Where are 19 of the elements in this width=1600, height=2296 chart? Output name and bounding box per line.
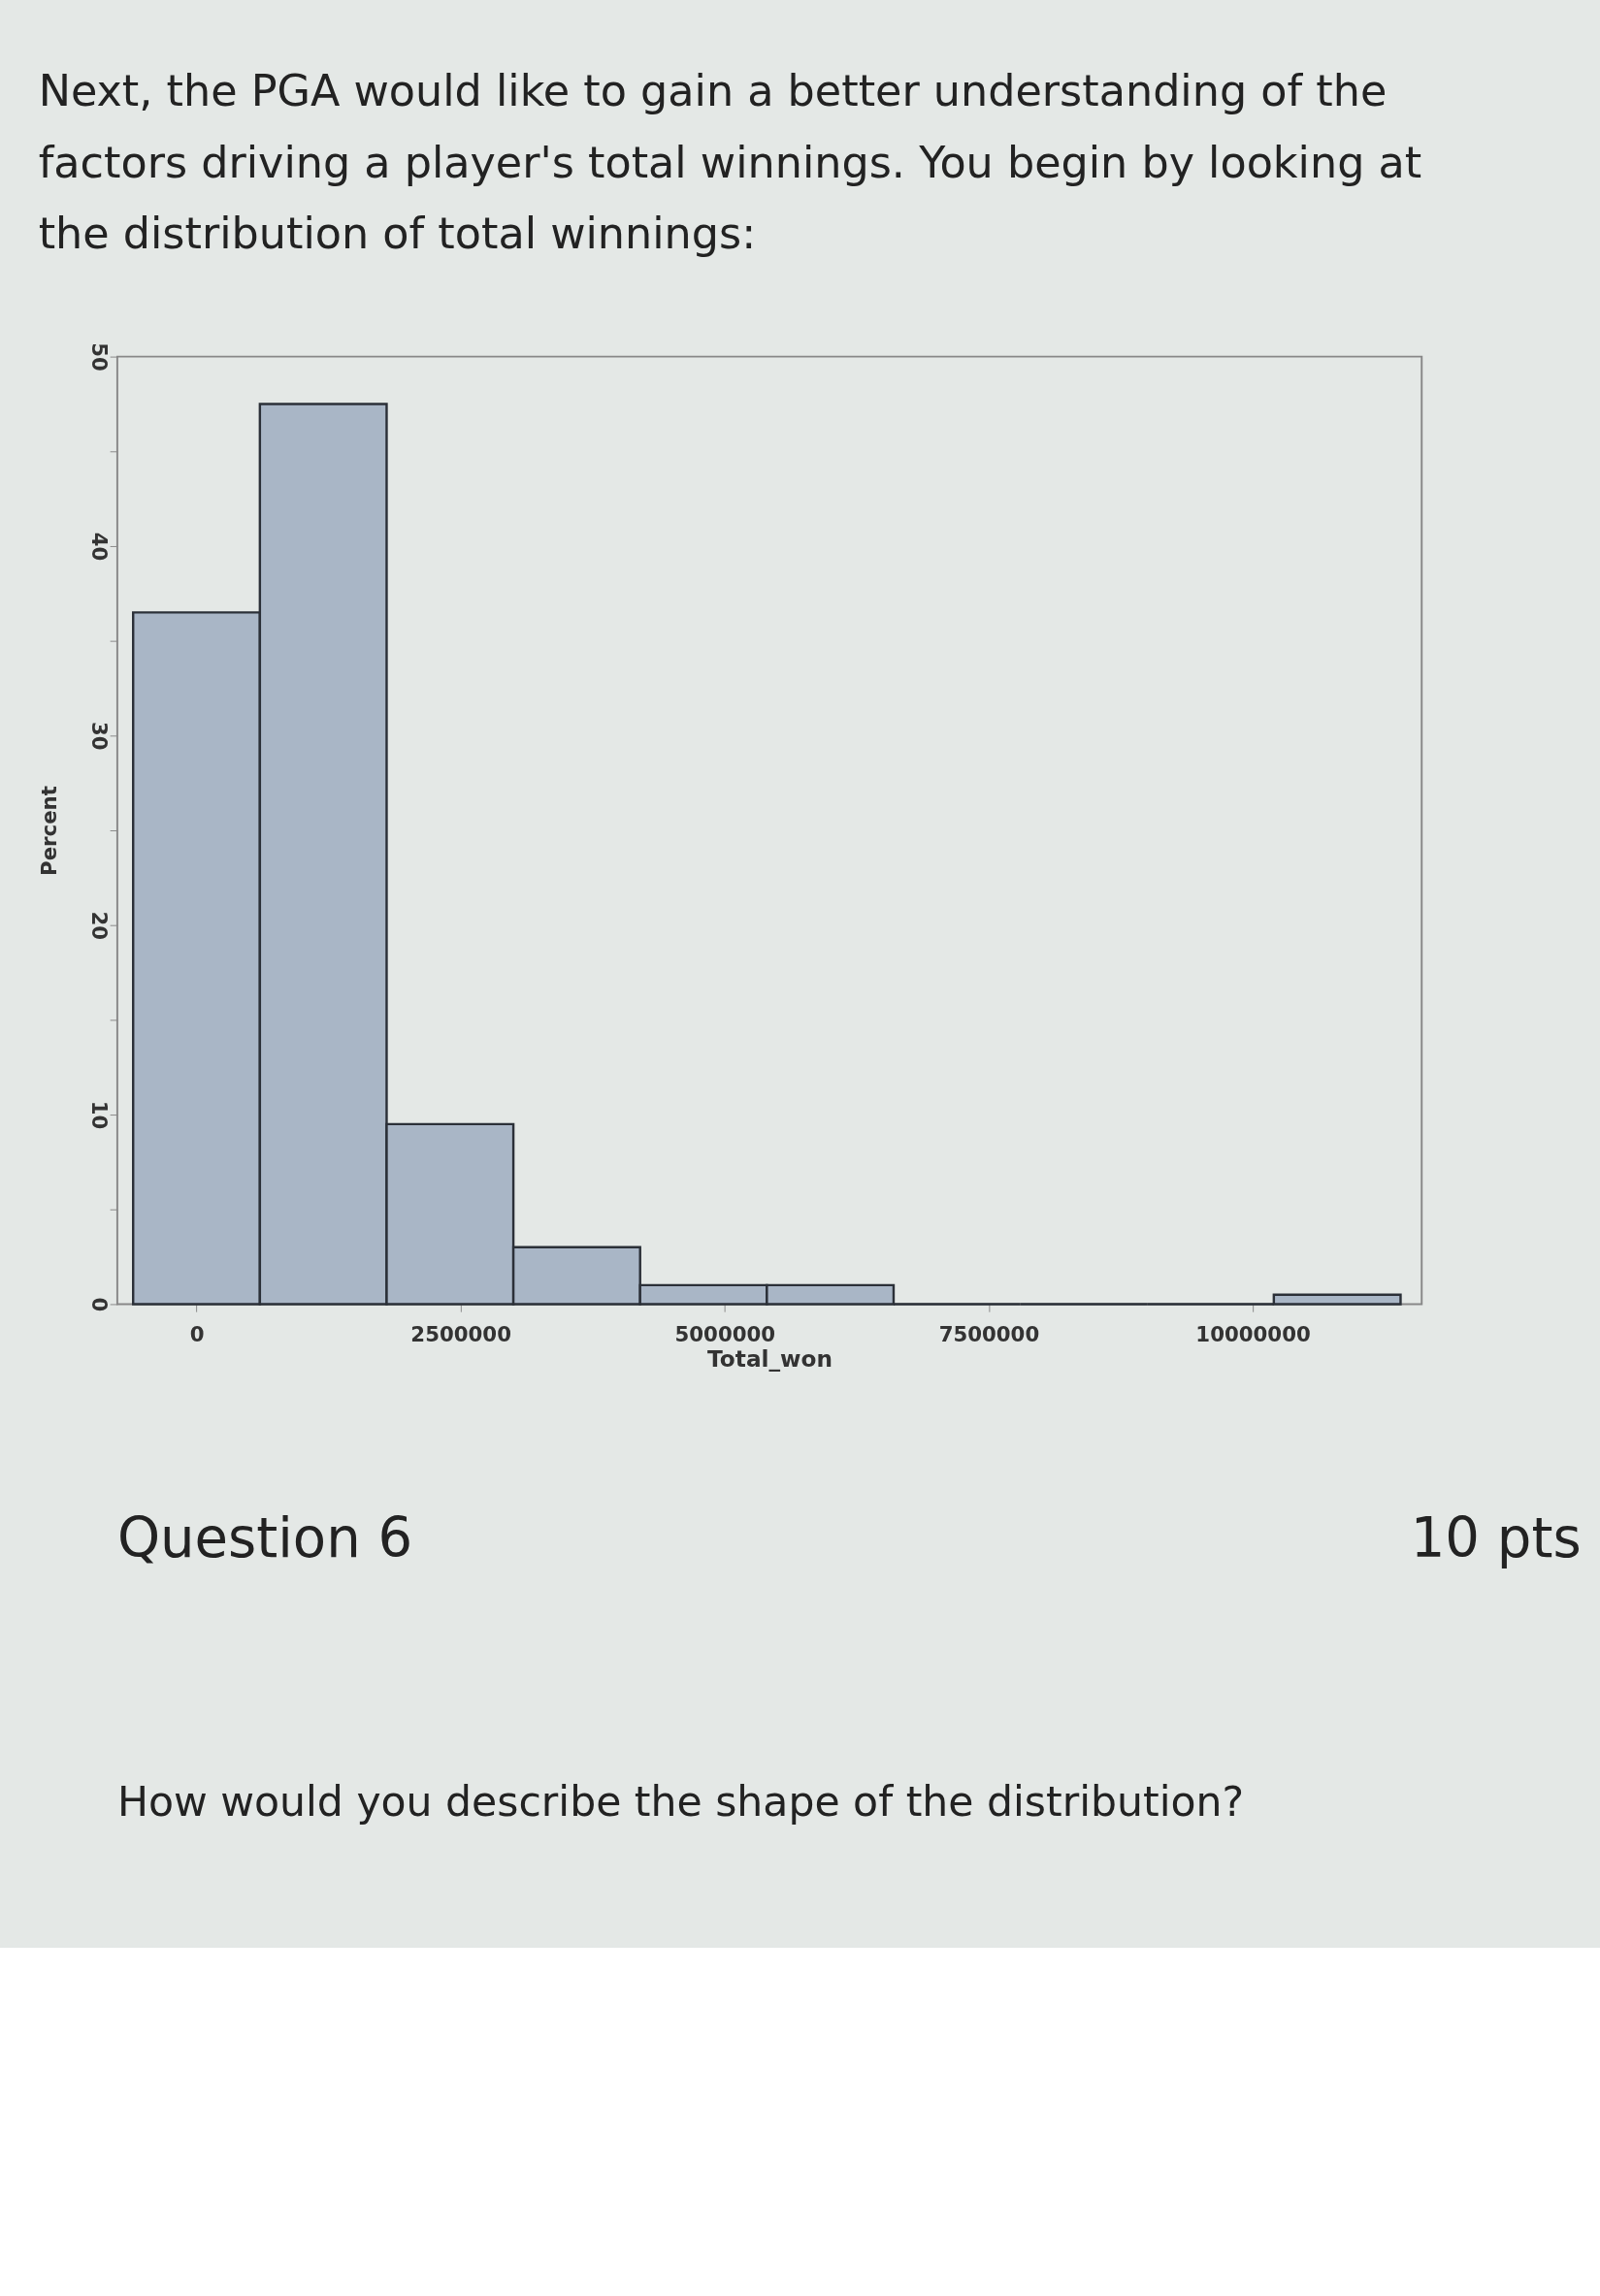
y-axis-title: Percent xyxy=(36,786,61,876)
x-tick-label: 2500000 xyxy=(410,1321,511,1346)
y-tick-label: 0 xyxy=(87,1297,113,1312)
y-tick-label: 40 xyxy=(87,532,113,562)
text: Question 6 xyxy=(116,1505,413,1569)
text: Next, the PGA would like to gain a better understanding of the xyxy=(38,66,1388,116)
text: factors driving a player's total winnings. You begin by looking at xyxy=(38,137,1422,187)
x-tick-label: 10000000 xyxy=(1195,1321,1311,1346)
y-tick-label: 10 xyxy=(87,1100,113,1130)
x-tick-label: 0 xyxy=(189,1321,205,1346)
text: 10 pts xyxy=(1410,1505,1582,1569)
y-tick-label: 20 xyxy=(87,911,113,940)
text: the distribution of total winnings: xyxy=(38,209,757,259)
x-tick-label: 5000000 xyxy=(674,1321,776,1346)
y-tick-label: 30 xyxy=(87,722,113,751)
x-tick-label: 7500000 xyxy=(938,1321,1040,1346)
y-tick-label: 50 xyxy=(87,342,113,372)
x-axis-title: Total_won xyxy=(707,1344,833,1372)
text: How would you describe the shape of the distribution? xyxy=(116,1777,1245,1826)
